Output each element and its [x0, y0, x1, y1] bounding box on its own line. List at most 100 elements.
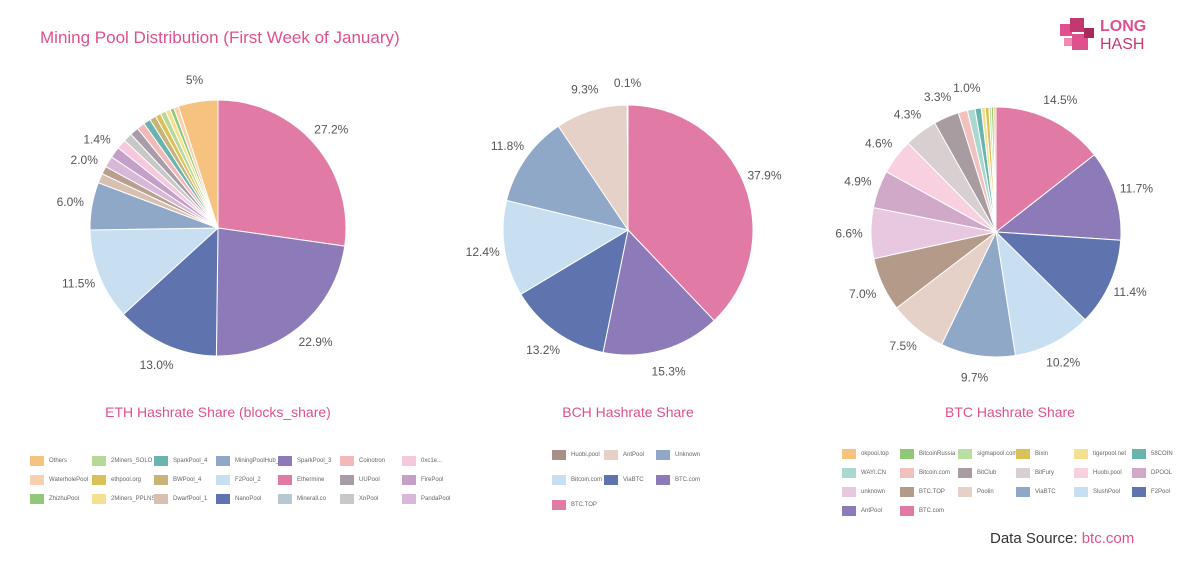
legend-item-2-6: WAYI.CN	[842, 468, 886, 478]
legend-swatch	[552, 450, 566, 460]
pie-label-1-5: 9.3%	[571, 82, 599, 96]
legend-label: Coinotron	[359, 458, 386, 464]
legend-swatch	[340, 475, 354, 485]
legend-label: Bitcoin.com	[919, 470, 951, 476]
legend-swatch	[552, 475, 566, 485]
legend-label: F2Pool	[1151, 489, 1171, 495]
pie-label-0-1: 22.9%	[299, 335, 333, 349]
legend-swatch	[154, 456, 168, 466]
pie-slice-2-4	[940, 230, 1017, 358]
pie-label-2-8: 4.9%	[844, 175, 872, 189]
legend-swatch	[402, 456, 416, 466]
legend-label: BWPool_4	[173, 477, 202, 483]
legend-swatch	[604, 475, 618, 485]
logo-line1: LONG	[1100, 18, 1147, 35]
legend-item-1-2: Unknown	[656, 450, 700, 460]
legend-item-0-17: NanoPool	[216, 494, 261, 504]
legend-swatch	[216, 456, 230, 466]
legend-label: WaterholePool	[49, 477, 89, 483]
legend-item-2-1: BitcoinRussia	[900, 449, 955, 459]
legend-label: DwarfPool_1	[173, 496, 208, 502]
legend-label: F2Pool_2	[235, 477, 261, 483]
legend-swatch	[92, 456, 106, 466]
pie-label-1-2: 13.2%	[526, 343, 560, 357]
legend-swatch	[1016, 487, 1030, 497]
legend-label: ZhizhuPool	[49, 496, 80, 502]
legend-item-0-20: PandaPool	[402, 494, 450, 504]
data-source-prefix: Data Source:	[990, 530, 1078, 547]
legend-swatch	[216, 494, 230, 504]
legend-label: 2Miners_PPLNS	[111, 496, 156, 502]
legend-swatch	[842, 506, 856, 516]
legend-swatch	[842, 487, 856, 497]
legend-swatch	[340, 494, 354, 504]
legend-label: tigerpool.net	[1093, 451, 1127, 457]
pie-label-0-8: 1.4%	[83, 132, 111, 146]
pie-slice-1-1	[602, 228, 715, 356]
data-source: Data Source: btc.com	[990, 530, 1134, 547]
pie-label-2-11: 3.3%	[924, 90, 952, 104]
legend-swatch	[278, 456, 292, 466]
legend-swatch	[604, 450, 618, 460]
legend-swatch	[30, 475, 44, 485]
pie-label-2-1: 11.7%	[1120, 182, 1153, 196]
legend-item-0-4: SparkPool_3	[278, 456, 331, 466]
legend-item-0-6: 0xc1e...	[402, 456, 442, 466]
chart-title-1: BCH Hashrate Share	[562, 404, 694, 420]
pie-slice-2-19	[993, 106, 997, 233]
legend-label: 58COIN	[1151, 451, 1173, 457]
pie-label-1-4: 11.8%	[491, 139, 524, 153]
legend-item-0-5: Coinotron	[340, 456, 385, 466]
legend-item-2-18: AntPool	[842, 506, 882, 516]
pie-slice-1-2	[520, 228, 629, 354]
pie-label-0-3: 11.5%	[62, 276, 95, 290]
legend-swatch	[154, 475, 168, 485]
legend-swatch	[842, 468, 856, 478]
legend-swatch	[900, 449, 914, 459]
legend-swatch	[92, 494, 106, 504]
legend-label: Others	[49, 458, 68, 464]
legend-item-2-11: DPOOL	[1132, 468, 1172, 478]
legend-label: Huobi.pool	[571, 452, 600, 458]
legend-swatch	[1132, 487, 1146, 497]
legend-item-0-14: ZhizhuPool	[30, 494, 79, 504]
legend-label: DPOOL	[1151, 470, 1173, 476]
legend-item-0-16: DwarfPool_1	[154, 494, 207, 504]
legend-item-2-14: Poolin	[958, 487, 994, 497]
legend-item-2-8: BitClub	[958, 468, 996, 478]
legend-swatch	[30, 456, 44, 466]
legend-item-1-0: Huobi.pool	[552, 450, 600, 460]
chart-title-2: BTC Hashrate Share	[945, 404, 1075, 420]
legend-swatch	[900, 506, 914, 516]
legend-item-2-19: BTC.com	[900, 506, 944, 516]
pie-label-2-3: 10.2%	[1046, 356, 1080, 370]
legend-item-0-0: Others	[30, 456, 67, 466]
legend-item-0-19: XnPool	[340, 494, 378, 504]
legend-item-0-15: 2Miners_PPLNS	[92, 494, 155, 504]
legend-label: Unknown	[675, 452, 701, 458]
legend-swatch	[552, 500, 566, 510]
pie-slice-1-0	[627, 104, 754, 322]
pie-label-1-0: 37.9%	[747, 168, 781, 182]
legend-item-2-5: 58COIN	[1132, 449, 1173, 459]
pie-slice-1-4	[505, 125, 630, 231]
pie-label-0-4: 6.0%	[57, 195, 85, 209]
legend-swatch	[30, 494, 44, 504]
legend-item-0-13: FirePool	[402, 475, 443, 485]
legend-label: Ethermine	[297, 477, 325, 483]
legend-swatch	[900, 468, 914, 478]
legend-label: ViaBTC	[623, 477, 644, 483]
legend-item-0-2: SparkPool_4	[154, 456, 207, 466]
legend-item-0-8: ethpool.org	[92, 475, 141, 485]
legend-item-2-2: sigmapool.com	[958, 449, 1017, 459]
legend-label: ethpool.org	[111, 477, 142, 483]
legend-label: BTC.com	[675, 477, 701, 483]
legend-swatch	[1016, 449, 1030, 459]
pie-slice-0-3	[89, 227, 220, 315]
pie-slice-2-1	[994, 154, 1122, 241]
legend-swatch	[656, 475, 670, 485]
legend-item-2-9: BitFury	[1016, 468, 1054, 478]
legend-label: okpool.top	[861, 451, 889, 457]
legend-label: AntPool	[861, 508, 883, 514]
